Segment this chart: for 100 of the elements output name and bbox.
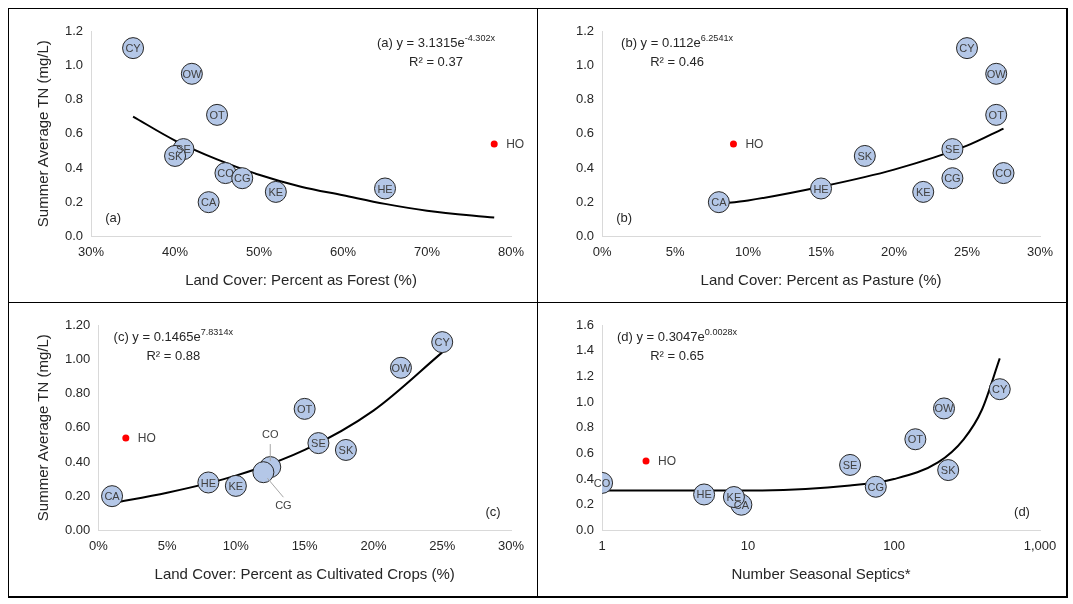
x-tick-label: 5%	[157, 537, 177, 553]
annotation: SE	[945, 143, 960, 156]
y-axis-title: Summer Average TN (mg/L)	[34, 40, 52, 228]
annotation: HE	[200, 476, 216, 489]
x-tick-label: 20%	[360, 537, 387, 553]
y-tick-label: 0.2	[64, 193, 84, 209]
y-tick-label: 1.2	[575, 367, 595, 383]
x-tick-label: 60%	[330, 243, 357, 259]
y-tick-label: 0.6	[575, 444, 595, 460]
y-tick-label: 0.20	[64, 487, 91, 503]
y-tick-label: 0.2	[575, 193, 595, 209]
annotation: (a)	[105, 209, 122, 225]
y-tick-label: 0.4	[575, 470, 595, 486]
y-tick-label: 1.0	[64, 56, 84, 72]
annotation: OT	[209, 108, 225, 121]
annotation: CO	[995, 167, 1013, 180]
x-tick-label: 20%	[881, 243, 908, 259]
annotation: SK	[857, 149, 873, 162]
y-tick-label: 0.00	[64, 521, 91, 537]
annotation: OW	[986, 67, 1007, 80]
annotation: CG	[944, 172, 961, 185]
annotation: CY	[125, 42, 142, 55]
annotation: HE	[813, 182, 829, 195]
x-tick-label: 100	[883, 537, 905, 553]
annotation: OT	[988, 108, 1005, 121]
y-tick-label: 1.4	[575, 342, 595, 358]
annotation: CA	[711, 196, 728, 209]
x-tick-label: 0%	[592, 243, 612, 259]
annotation: (d)	[1014, 503, 1030, 519]
annotation: SK	[940, 464, 957, 477]
annotation: SK	[338, 443, 354, 456]
annotation: R² = 0.37	[409, 53, 463, 69]
series-label: HO	[745, 137, 764, 152]
annotation: (b)	[616, 209, 633, 225]
annotation: CO	[217, 167, 235, 180]
y-tick-label: 1.2	[64, 22, 84, 38]
y-tick-label: 0.60	[64, 419, 91, 435]
x-tick-label: 50%	[246, 243, 273, 259]
y-tick-label: 1.0	[575, 56, 595, 72]
annotation: CY	[434, 336, 451, 349]
annotation: CO	[593, 476, 611, 489]
annotation: OW	[391, 361, 412, 374]
series-label: HO	[137, 431, 156, 446]
annotation: CY	[992, 383, 1009, 396]
x-tick-label: 70%	[414, 243, 441, 259]
x-tick-label: 15%	[808, 243, 835, 259]
y-tick-label: 0.8	[64, 91, 84, 107]
y-tick-label: 0.2	[575, 496, 595, 512]
point	[252, 461, 275, 484]
y-tick-label: 0.0	[575, 521, 595, 537]
x-tick-label: 10%	[735, 243, 762, 259]
x-tick-label: 80%	[497, 243, 525, 259]
y-tick-label: 0.6	[64, 125, 84, 141]
y-tick-label: 0.6	[575, 125, 595, 141]
x-tick-label: 30%	[1026, 243, 1054, 259]
point	[490, 140, 498, 148]
annotation: KE	[268, 185, 284, 198]
annotation: CO	[262, 428, 279, 441]
y-tick-label: 1.6	[575, 316, 595, 332]
y-tick-label: 0.4	[575, 159, 595, 175]
annotation: (c)	[485, 503, 501, 519]
annotation: R² = 0.46	[650, 53, 704, 69]
y-tick-label: 0.8	[575, 91, 595, 107]
x-tick-label: 1	[598, 537, 606, 553]
x-tick-label: 40%	[162, 243, 189, 259]
annotation: OW	[182, 67, 202, 80]
point	[122, 434, 130, 442]
annotation: OW	[934, 402, 955, 415]
y-tick-label: 1.0	[575, 393, 595, 409]
x-tick-label: 1,000	[1023, 537, 1057, 553]
y-tick-label: 1.2	[575, 22, 595, 38]
annotation: CG	[867, 480, 885, 493]
x-tick-label: 25%	[954, 243, 981, 259]
x-tick-label: 10	[740, 537, 756, 553]
annotation: CY	[959, 42, 976, 55]
annotation: CA	[104, 490, 121, 503]
x-tick-label: 0%	[88, 537, 109, 553]
annotation: KE	[228, 479, 244, 492]
annotation: CG	[275, 499, 292, 512]
x-tick-label: 30%	[497, 537, 525, 553]
annotation: CA	[201, 196, 217, 209]
annotation: R² = 0.65	[650, 347, 704, 363]
x-axis-title: Number Seasonal Septics*	[731, 565, 911, 583]
annotation: KE	[915, 185, 931, 198]
y-tick-label: 1.20	[64, 316, 91, 332]
annotation: HE	[696, 488, 712, 501]
y-tick-label: 0.0	[575, 227, 595, 243]
annotation: OT	[297, 402, 313, 415]
x-tick-label: 15%	[291, 537, 319, 553]
annotation: HE	[377, 182, 393, 195]
x-axis-title: Land Cover: Percent as Forest (%)	[185, 271, 417, 289]
x-axis-title: Land Cover: Percent as Cultivated Crops (%)	[154, 565, 455, 583]
x-tick-label: 25%	[429, 537, 456, 553]
y-tick-label: 1.00	[64, 350, 91, 366]
x-tick-label: 30%	[78, 243, 105, 259]
series-label: HO	[506, 137, 525, 152]
point	[729, 140, 737, 148]
y-tick-label: 0.80	[64, 385, 91, 401]
y-axis-title: Summer Average TN (mg/L)	[34, 334, 52, 522]
x-tick-label: 10%	[222, 537, 250, 553]
